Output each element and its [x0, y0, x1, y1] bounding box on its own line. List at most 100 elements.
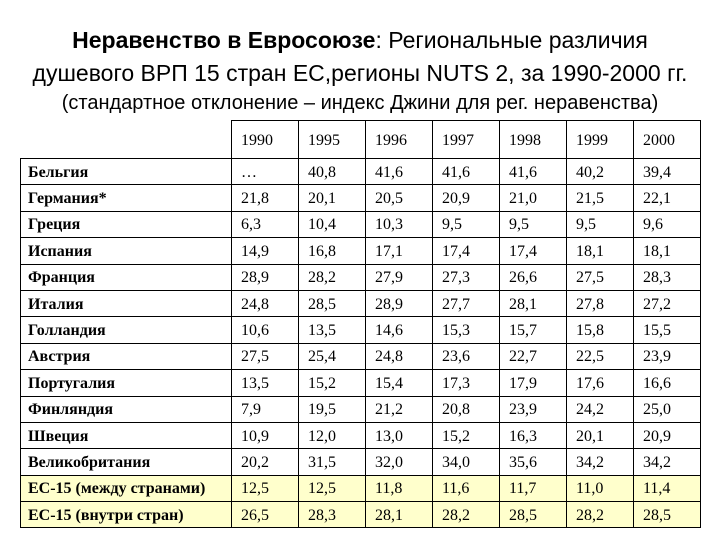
table-cell: 16,8	[298, 237, 366, 265]
header-cell-year: 1995	[298, 120, 366, 159]
table-cell: 17,1	[365, 237, 433, 265]
table-cell: 28,2	[432, 501, 500, 529]
row-label: Великобритания	[20, 448, 232, 476]
table-cell: 12,0	[298, 421, 366, 450]
header-row: 1990 1995 1996 1997 1998 1999 2000	[20, 120, 701, 159]
table-cell: 15,5	[633, 316, 701, 344]
table-cell: 12,5	[231, 474, 299, 503]
table-cell: 9,6	[633, 210, 701, 239]
table-cell: 27,8	[566, 289, 634, 318]
header-cell-year: 2000	[633, 120, 701, 159]
table-cell: 18,1	[566, 237, 634, 265]
table-cell: 15,4	[365, 369, 433, 397]
slide-title-bold: Неравенство в Евросоюзе	[72, 27, 376, 53]
table-row: Португалия 13,5 15,2 15,4 17,3 17,9 17,6 16,6	[20, 369, 701, 397]
table-cell: 13,5	[298, 316, 366, 344]
row-label: ЕС-15 (внутри стран)	[20, 501, 232, 529]
table-cell: 17,4	[432, 237, 500, 265]
table-cell: 23,9	[633, 342, 701, 371]
table-cell: 22,5	[566, 342, 634, 371]
table-cell: 21,2	[365, 395, 433, 423]
table-cell: 27,3	[432, 263, 500, 291]
table-row: Греция 6,3 10,4 10,3 9,5 9,5 9,5 9,6	[20, 210, 701, 239]
table-cell: 9,5	[499, 210, 567, 239]
data-table: 1990 1995 1996 1997 1998 1999 2000 Бельг…	[20, 120, 701, 529]
header-cell-year: 1996	[365, 120, 433, 159]
row-label: Австрия	[20, 342, 232, 371]
table-row: ЕС-15 (внутри стран) 26,5 28,3 28,1 28,2 28,5…	[20, 501, 701, 529]
table-cell: 15,7	[499, 316, 567, 344]
slide-title: Неравенство в Евросоюзе: Региональные ра…	[0, 26, 720, 54]
table-cell: 13,0	[365, 421, 433, 450]
table-cell: 10,3	[365, 210, 433, 239]
table-cell: 14,9	[231, 237, 299, 265]
table-cell: 17,9	[499, 369, 567, 397]
table-row: Австрия 27,5 25,4 24,8 23,6 22,7 22,5 23,9	[20, 342, 701, 371]
table-cell: 23,6	[432, 342, 500, 371]
table-cell: 27,7	[432, 289, 500, 318]
table-cell: 41,6	[365, 157, 433, 186]
table-cell: 21,0	[499, 184, 567, 212]
table-row: Франция 28,9 28,2 27,9 27,3 26,6 27,5 28,3	[20, 263, 701, 291]
table-cell: 17,3	[432, 369, 500, 397]
table-cell: 27,9	[365, 263, 433, 291]
table-cell: 20,9	[432, 184, 500, 212]
table-cell: 40,2	[566, 157, 634, 186]
table-cell: 11,7	[499, 474, 567, 503]
table-cell: 11,8	[365, 474, 433, 503]
table-cell: 28,1	[365, 501, 433, 529]
table-cell: 34,2	[566, 448, 634, 476]
header-cell-year: 1990	[231, 120, 299, 159]
table-row: ЕС-15 (между странами) 12,5 12,5 11,8 11,6 11…	[20, 474, 701, 503]
table-cell: 6,3	[231, 210, 299, 239]
table-cell: 26,5	[231, 501, 299, 529]
table-cell: 28,3	[298, 501, 366, 529]
table-cell: 34,0	[432, 448, 500, 476]
table-cell: 39,4	[633, 157, 701, 186]
slide-title-line2: душевого ВРП 15 стран ЕС,регионы NUTS 2,…	[32, 60, 688, 86]
table-cell: …	[231, 157, 299, 186]
slide-title-rest: : Региональные различия	[375, 27, 648, 53]
table-cell: 11,6	[432, 474, 500, 503]
row-label: Греция	[20, 210, 232, 239]
table-cell: 17,6	[566, 369, 634, 397]
table-cell: 28,2	[298, 263, 366, 291]
table-cell: 35,6	[499, 448, 567, 476]
table-cell: 18,1	[633, 237, 701, 265]
row-label: Голландия	[20, 316, 232, 344]
table-cell: 27,2	[633, 289, 701, 318]
table-cell: 24,8	[365, 342, 433, 371]
table-row: Финляндия 7,9 19,5 21,2 20,8 23,9 24,2 25,0	[20, 395, 701, 423]
table-cell: 7,9	[231, 395, 299, 423]
table-cell: 22,7	[499, 342, 567, 371]
table-cell: 20,1	[566, 421, 634, 450]
table-cell: 11,0	[566, 474, 634, 503]
header-cell-year: 1998	[499, 120, 567, 159]
table-cell: 28,1	[499, 289, 567, 318]
table-cell: 31,5	[298, 448, 366, 476]
table-cell: 40,8	[298, 157, 366, 186]
table-row: Италия 24,8 28,5 28,9 27,7 28,1 27,8 27,2	[20, 289, 701, 318]
row-label: Португалия	[20, 369, 232, 397]
table-cell: 15,2	[298, 369, 366, 397]
table-cell: 25,0	[633, 395, 701, 423]
table-cell: 27,5	[231, 342, 299, 371]
table-cell: 21,8	[231, 184, 299, 212]
table-cell: 15,2	[432, 421, 500, 450]
table-cell: 19,5	[298, 395, 366, 423]
table-cell: 28,9	[365, 289, 433, 318]
row-label: Швеция	[20, 421, 232, 450]
row-label: Италия	[20, 289, 232, 318]
table-cell: 17,4	[499, 237, 567, 265]
table-cell: 27,5	[566, 263, 634, 291]
table-cell: 28,5	[298, 289, 366, 318]
table-cell: 23,9	[499, 395, 567, 423]
table-cell: 41,6	[432, 157, 500, 186]
table-cell: 15,8	[566, 316, 634, 344]
table-cell: 15,3	[432, 316, 500, 344]
table-cell: 20,1	[298, 184, 366, 212]
row-label: ЕС-15 (между странами)	[20, 474, 232, 503]
table-cell: 20,2	[231, 448, 299, 476]
table-cell: 24,8	[231, 289, 299, 318]
table-cell: 28,3	[633, 263, 701, 291]
